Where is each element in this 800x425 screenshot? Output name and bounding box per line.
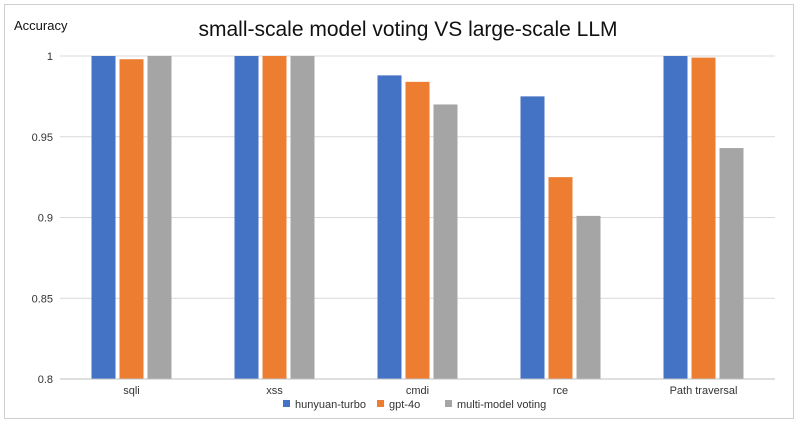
x-category-label: sqli [123,385,140,397]
legend: hunyuan-turbo gpt-4o multi-model voting [283,399,546,411]
y-axis-ticks: 0.8 0.85 0.9 0.95 1 [32,51,53,386]
bar [548,177,573,379]
legend-label: gpt-4o [389,399,420,411]
bar [576,215,601,379]
y-tick-label: 0.95 [32,132,53,144]
bars [91,56,744,380]
bar [691,57,716,380]
bar [147,56,172,379]
y-tick-label: 0.8 [38,374,53,386]
x-category-label: rce [553,385,568,397]
legend-swatch [283,400,290,407]
x-category-label: cmdi [406,385,429,397]
x-category-label: Path traversal [670,385,738,397]
bar [520,96,545,379]
legend-label: multi-model voting [457,399,546,411]
x-category-label: xss [266,385,283,397]
bar [262,56,287,379]
bar [663,56,688,379]
legend-swatch [445,400,452,407]
bar [719,148,744,379]
bar [377,75,402,379]
bar [405,81,430,379]
bar [433,104,458,379]
bar [91,56,116,379]
chart-title: small-scale model voting VS large-scale … [198,18,617,41]
y-tick-label: 1 [47,51,53,63]
y-axis-label: Accuracy [14,18,68,33]
legend-label: hunyuan-turbo [295,399,366,411]
bar [290,56,315,379]
bar [234,56,259,379]
y-tick-label: 0.9 [38,213,53,225]
bar [119,59,144,379]
legend-swatch [377,400,384,407]
x-axis-categories: sqli xss cmdi rce Path traversal [123,385,737,397]
y-tick-label: 0.85 [32,293,53,305]
